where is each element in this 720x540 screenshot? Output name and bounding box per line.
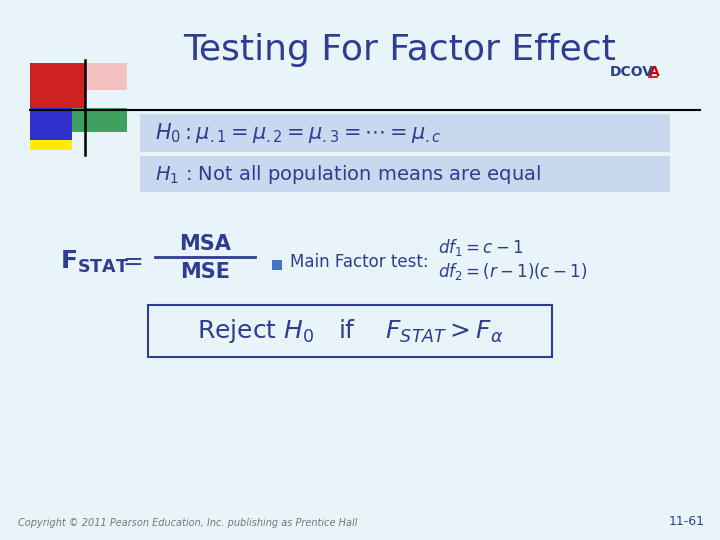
Text: Testing For Factor Effect: Testing For Factor Effect [184,33,616,67]
FancyBboxPatch shape [140,156,670,192]
Bar [72,108,127,132]
Text: 11-61: 11-61 [669,515,705,528]
Bar [30,63,85,108]
Text: $H_1$ : Not all population means are equal: $H_1$ : Not all population means are equ… [155,163,541,186]
Bar [30,140,72,150]
Text: MSE: MSE [180,262,230,282]
Text: =: = [122,250,143,274]
Bar [272,260,282,270]
Text: $H_0 : \mu_{.1} = \mu_{.2} = \mu_{.3} = \cdots = \mu_{.c}$: $H_0 : \mu_{.1} = \mu_{.2} = \mu_{.3} = … [155,121,442,145]
Text: $df_2 = (r - 1)(c - 1)$: $df_2 = (r - 1)(c - 1)$ [438,261,588,282]
Text: MSA: MSA [179,234,231,254]
FancyBboxPatch shape [140,114,670,152]
Text: $df_1 = c - 1$: $df_1 = c - 1$ [438,238,523,259]
Text: A: A [649,65,660,79]
Text: Main Factor test:: Main Factor test: [290,253,428,271]
Bar [85,63,127,90]
Bar [30,108,72,140]
Text: $\mathbf{F}_{\mathbf{STAT}}$: $\mathbf{F}_{\mathbf{STAT}}$ [60,249,130,275]
FancyBboxPatch shape [148,305,552,357]
Text: Copyright © 2011 Pearson Education, Inc. publishing as Prentice Hall: Copyright © 2011 Pearson Education, Inc.… [18,518,358,528]
Text: DCOV: DCOV [610,65,654,79]
Text: Reject $H_0$   if    $F_{STAT} > F_\alpha$: Reject $H_0$ if $F_{STAT} > F_\alpha$ [197,317,503,345]
